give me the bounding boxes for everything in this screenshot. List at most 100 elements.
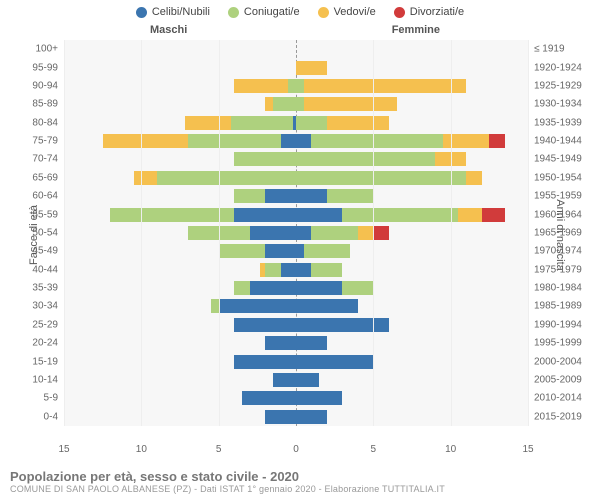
birth-label: 1920-1924 — [528, 62, 582, 73]
bar-segment — [358, 226, 373, 240]
birth-label: 2015-2019 — [528, 411, 582, 422]
bar-segment — [296, 208, 342, 222]
bar-segment — [234, 79, 288, 93]
age-row: 40-441975-1979 — [64, 261, 528, 279]
x-tick: 5 — [371, 444, 377, 455]
x-tick: 5 — [216, 444, 222, 455]
birth-label: 1980-1984 — [528, 283, 582, 294]
gridline — [528, 40, 529, 426]
legend-label: Divorziati/e — [410, 6, 464, 18]
birth-label: 2005-2009 — [528, 374, 582, 385]
bar-segment — [311, 226, 357, 240]
bar-segment — [250, 226, 296, 240]
age-row: 45-491970-1974 — [64, 242, 528, 260]
bar-right — [296, 152, 528, 166]
bar-segment — [296, 134, 311, 148]
age-label: 50-54 — [32, 227, 64, 238]
birth-label: 1940-1944 — [528, 136, 582, 147]
bar-segment — [296, 355, 373, 369]
age-row: 65-691950-1954 — [64, 169, 528, 187]
bar-segment — [242, 391, 296, 405]
age-row: 70-741945-1949 — [64, 150, 528, 168]
gridline — [451, 40, 452, 426]
bar-segment — [373, 226, 388, 240]
legend-swatch — [318, 7, 329, 18]
bar-segment — [234, 208, 296, 222]
legend: Celibi/NubiliConiugati/eVedovi/eDivorzia… — [0, 0, 600, 20]
bar-segment — [281, 134, 296, 148]
bar-right — [296, 373, 528, 387]
bar-segment — [185, 116, 231, 130]
bar-segment — [103, 134, 188, 148]
gridline — [219, 40, 220, 426]
birth-label: 1930-1934 — [528, 99, 582, 110]
bar-segment — [327, 189, 373, 203]
bar-segment — [327, 116, 389, 130]
bar-segment — [296, 244, 304, 258]
age-label: 95-99 — [32, 62, 64, 73]
birth-label: 1925-1929 — [528, 80, 582, 91]
birth-label: 1975-1979 — [528, 264, 582, 275]
age-label: 35-39 — [32, 283, 64, 294]
bar-segment — [296, 263, 311, 277]
age-row: 20-241995-1999 — [64, 334, 528, 352]
bar-segment — [296, 373, 319, 387]
bar-segment — [211, 299, 219, 313]
bar-segment — [234, 152, 296, 166]
birth-label: 1995-1999 — [528, 338, 582, 349]
bar-segment — [273, 97, 296, 111]
bar-segment — [110, 208, 234, 222]
bar-segment — [234, 281, 249, 295]
legend-swatch — [394, 7, 405, 18]
x-tick: 15 — [522, 444, 533, 455]
age-label: 100+ — [35, 44, 64, 55]
birth-label: 1935-1939 — [528, 117, 582, 128]
bar-right — [296, 61, 528, 75]
age-row: 25-291990-1994 — [64, 316, 528, 334]
birth-label: 1970-1974 — [528, 246, 582, 257]
bar-segment — [296, 391, 342, 405]
bar-left — [64, 116, 296, 130]
bar-segment — [304, 79, 466, 93]
bar-left — [64, 79, 296, 93]
bar-left — [64, 42, 296, 56]
bar-segment — [342, 281, 373, 295]
bar-right — [296, 281, 528, 295]
bar-segment — [489, 134, 504, 148]
age-label: 15-19 — [32, 356, 64, 367]
bar-right — [296, 410, 528, 424]
age-label: 65-69 — [32, 172, 64, 183]
bar-right — [296, 391, 528, 405]
bar-segment — [219, 244, 265, 258]
birth-label: 1955-1959 — [528, 191, 582, 202]
bar-segment — [265, 410, 296, 424]
age-label: 25-29 — [32, 319, 64, 330]
bar-segment — [296, 152, 435, 166]
legend-swatch — [228, 7, 239, 18]
age-label: 85-89 — [32, 99, 64, 110]
age-row: 10-142005-2009 — [64, 371, 528, 389]
x-tick: 0 — [293, 444, 299, 455]
bar-left — [64, 152, 296, 166]
bar-segment — [296, 281, 342, 295]
age-row: 0-42015-2019 — [64, 408, 528, 426]
bar-left — [64, 208, 296, 222]
bar-segment — [134, 171, 157, 185]
bar-segment — [157, 171, 296, 185]
age-label: 45-49 — [32, 246, 64, 257]
age-label: 0-4 — [44, 411, 64, 422]
bar-segment — [296, 318, 389, 332]
birth-label: ≤ 1919 — [528, 44, 565, 55]
bar-segment — [265, 244, 296, 258]
birth-label: 2000-2004 — [528, 356, 582, 367]
legend-label: Coniugati/e — [244, 6, 300, 18]
legend-label: Vedovi/e — [334, 6, 376, 18]
bar-segment — [188, 134, 281, 148]
birth-label: 1985-1989 — [528, 301, 582, 312]
bar-segment — [482, 208, 505, 222]
bar-left — [64, 391, 296, 405]
bar-segment — [265, 336, 296, 350]
age-row: 80-841935-1939 — [64, 114, 528, 132]
age-label: 60-64 — [32, 191, 64, 202]
bar-right — [296, 208, 528, 222]
